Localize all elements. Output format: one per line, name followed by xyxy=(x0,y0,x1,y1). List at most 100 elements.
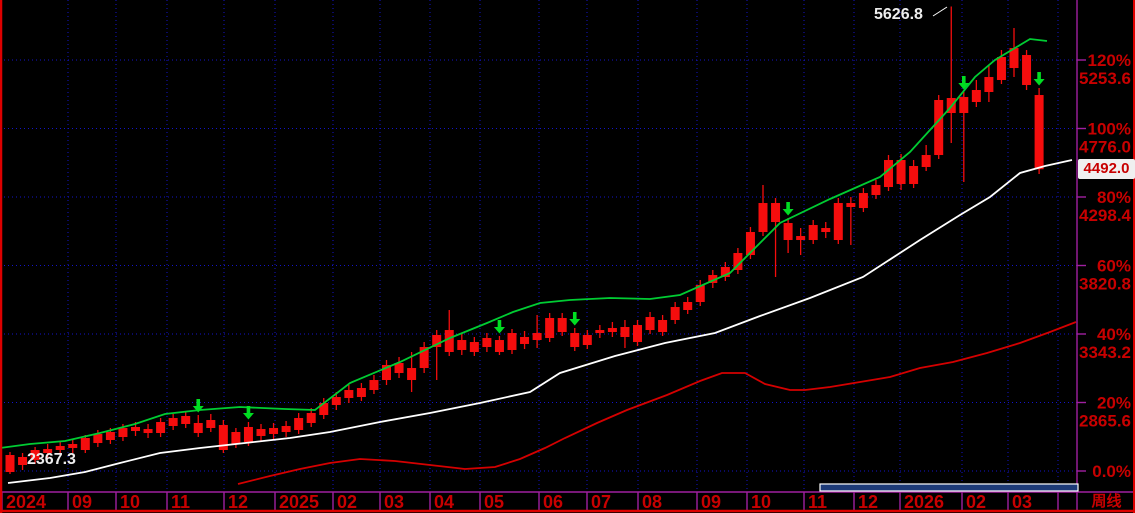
candle-body xyxy=(733,253,743,271)
candle-body xyxy=(319,403,329,416)
candle-body xyxy=(193,422,203,434)
candle-body xyxy=(595,330,605,334)
price-label: 4298.4 xyxy=(1079,206,1132,225)
candle-body xyxy=(871,185,881,196)
candle-body xyxy=(369,380,379,391)
candle-body xyxy=(532,333,542,341)
candle-body xyxy=(469,342,479,352)
candle-body xyxy=(796,236,806,241)
candle-body xyxy=(896,160,906,185)
candle-body xyxy=(105,432,115,441)
sell-arrow-icon xyxy=(958,82,970,90)
candle-body xyxy=(971,90,981,103)
scrollbar-thumb[interactable] xyxy=(819,483,1079,492)
sell-arrow-icon xyxy=(196,399,201,407)
percent-label: 100% xyxy=(1088,120,1131,139)
month-label: 12 xyxy=(228,492,248,512)
candle-body xyxy=(419,347,429,369)
candle-body xyxy=(68,444,78,448)
right-axis-labels: 120%5253.6 100%4776.0 80%4298.4 60%3820.8 40… xyxy=(1079,51,1132,481)
price-label: 3343.2 xyxy=(1079,343,1131,362)
month-label: 12 xyxy=(858,492,878,512)
candle-body xyxy=(570,333,580,348)
candle-body xyxy=(771,203,781,223)
month-label: 08 xyxy=(642,492,662,512)
candle-body xyxy=(80,437,90,451)
month-label: 06 xyxy=(543,492,563,512)
candle-body xyxy=(93,433,103,444)
month-label: 10 xyxy=(120,492,140,512)
candle-body xyxy=(181,415,191,424)
ma-lines xyxy=(0,38,1077,485)
candle-body xyxy=(1022,55,1032,85)
candle-body xyxy=(407,368,417,381)
sell-arrow-icon xyxy=(192,406,204,413)
sell-arrow-icon xyxy=(962,75,966,83)
ma-line-green xyxy=(0,38,1048,449)
candle-body xyxy=(846,203,856,208)
candle-body xyxy=(858,193,868,209)
candle-body xyxy=(344,390,354,398)
candle-body xyxy=(30,450,40,460)
candle-body xyxy=(708,275,718,283)
month-label: 05 xyxy=(484,492,504,512)
candle-body xyxy=(394,363,404,374)
candle-body xyxy=(118,428,128,438)
candle-body xyxy=(833,203,843,241)
candle-body xyxy=(720,267,730,278)
candle-body xyxy=(143,429,153,434)
candle-body xyxy=(996,57,1006,81)
candle-body xyxy=(457,340,467,351)
candle-body xyxy=(670,307,680,321)
candle-body xyxy=(482,338,492,348)
candle-body xyxy=(231,432,241,445)
candle-body xyxy=(494,340,504,352)
percent-label: 120% xyxy=(1088,51,1131,70)
percent-label: 80% xyxy=(1097,188,1131,207)
month-label: 10 xyxy=(751,492,771,512)
candle-body xyxy=(658,320,668,333)
sell-arrow-icon xyxy=(572,312,577,320)
month-label: 09 xyxy=(72,492,92,512)
sell-arrow-icon xyxy=(1033,79,1045,86)
ma-line-white xyxy=(7,159,1073,484)
candle-body xyxy=(557,318,567,333)
month-label: 2024 xyxy=(6,492,46,512)
candle-body xyxy=(331,397,341,405)
period-label[interactable]: 周线 xyxy=(1091,493,1122,510)
candle-body xyxy=(984,77,994,92)
percent-label: 0.0% xyxy=(1092,462,1131,481)
candle-body xyxy=(5,455,15,473)
candle-body xyxy=(306,412,316,423)
candle-body xyxy=(507,333,517,351)
month-label: 11 xyxy=(808,492,827,512)
candle-body xyxy=(783,223,793,241)
sell-arrow-icon xyxy=(786,201,790,209)
candle-body xyxy=(758,203,768,233)
month-label: 03 xyxy=(384,492,404,512)
x-axis-labels: 2024 09 10 11 12 2025 02 03 04 05 06 07 08 09 10 11 12 20… xyxy=(6,492,1032,512)
sell-arrow-icon xyxy=(569,319,581,326)
percent-label: 40% xyxy=(1097,325,1131,344)
candle-body xyxy=(43,448,53,454)
ma-line-red xyxy=(237,321,1077,485)
candle-body xyxy=(934,100,944,156)
candles xyxy=(5,6,1044,474)
sell-arrow-icon xyxy=(782,208,794,216)
candle-body xyxy=(168,418,178,427)
low-price-annotation: 2367.3 xyxy=(27,451,76,468)
percent-label: 20% xyxy=(1097,394,1131,413)
sell-arrow-icon xyxy=(246,406,251,414)
price-label: 3820.8 xyxy=(1079,275,1131,294)
candle-body xyxy=(695,285,705,303)
month-label: 04 xyxy=(434,492,454,512)
candle-body xyxy=(269,428,279,434)
candle-body xyxy=(156,422,166,434)
candle-body xyxy=(281,426,291,433)
candle-body xyxy=(294,418,304,430)
month-label: 07 xyxy=(591,492,611,512)
